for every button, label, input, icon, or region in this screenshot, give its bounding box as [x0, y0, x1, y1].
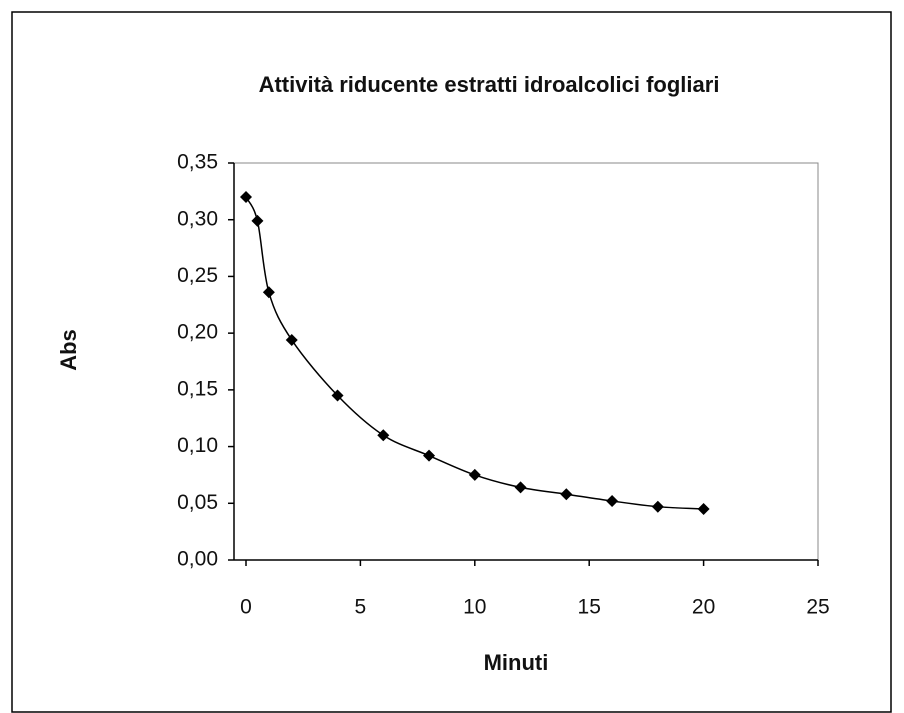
x-tick-label: 10: [463, 596, 486, 619]
marker: [262, 286, 275, 299]
x-axis-title: Minuti: [484, 650, 549, 675]
y-tick-label: 0,30: [177, 207, 218, 230]
marker: [285, 333, 298, 346]
y-tick-label: 0,25: [177, 264, 218, 287]
marker: [251, 214, 264, 227]
marker: [423, 449, 436, 462]
chart-title: Attività riducente estratti idroalcolici…: [259, 72, 720, 97]
marker: [606, 495, 619, 508]
chart-border: [11, 11, 892, 713]
x-tick-label: 5: [355, 596, 367, 619]
y-tick-label: 0,35: [177, 151, 218, 174]
y-tick-label: 0,00: [177, 548, 218, 571]
y-tick-label: 0,05: [177, 491, 218, 514]
marker: [697, 502, 710, 515]
marker: [240, 191, 252, 204]
marker: [468, 468, 481, 481]
x-tick-label: 25: [806, 596, 829, 619]
x-tick-label: 15: [578, 596, 601, 619]
marker: [514, 481, 527, 494]
y-tick-label: 0,10: [177, 434, 218, 457]
y-axis-title: Abs: [56, 329, 81, 371]
marker: [560, 488, 573, 501]
x-tick-label: 0: [240, 596, 252, 619]
y-tick-label: 0,15: [177, 377, 218, 400]
marker: [377, 429, 390, 442]
marker: [651, 500, 664, 513]
y-tick-label: 0,20: [177, 321, 218, 344]
x-tick-label: 20: [692, 596, 715, 619]
marker: [331, 389, 344, 402]
